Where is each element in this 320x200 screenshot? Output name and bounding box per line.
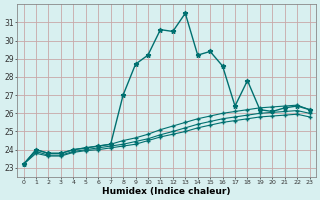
X-axis label: Humidex (Indice chaleur): Humidex (Indice chaleur) xyxy=(102,187,231,196)
